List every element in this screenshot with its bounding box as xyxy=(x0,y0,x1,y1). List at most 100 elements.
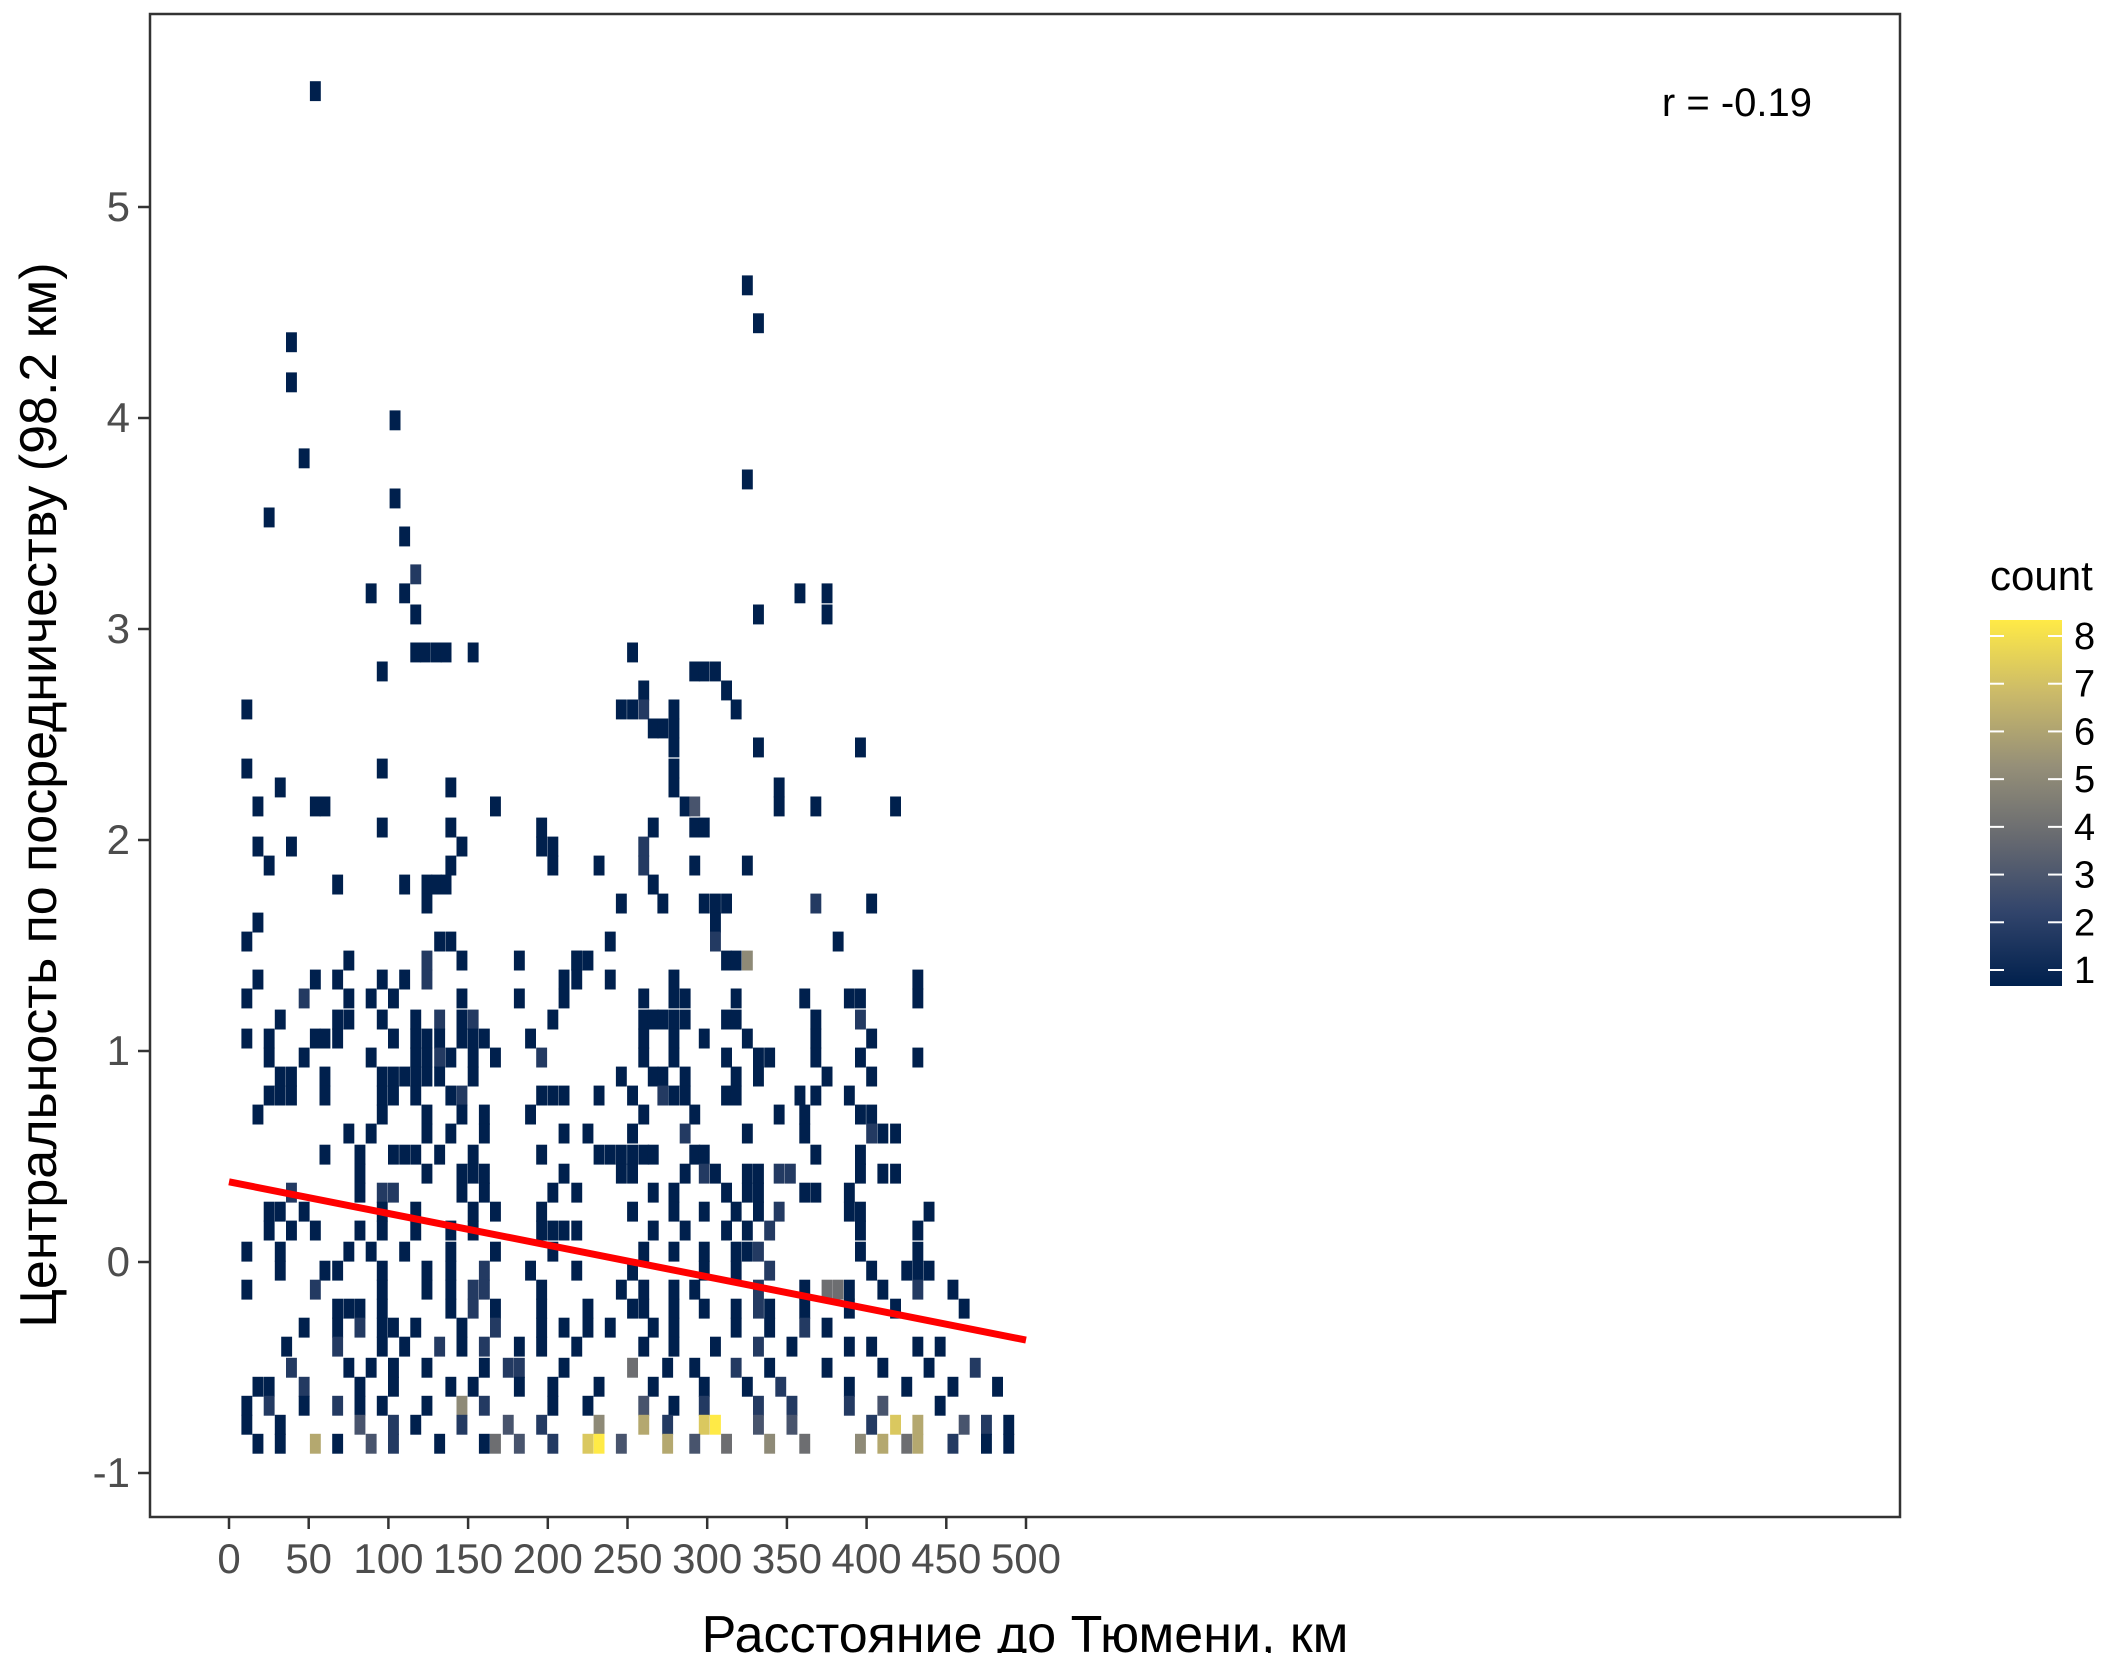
heatmap-cell xyxy=(593,1376,605,1397)
heatmap-cell xyxy=(410,1414,422,1435)
heatmap-cell xyxy=(638,1028,650,1049)
heatmap-cell xyxy=(753,1336,764,1357)
heatmap-cell xyxy=(764,1433,776,1454)
heatmap-cell xyxy=(365,988,377,1009)
heatmap-cell xyxy=(354,1317,366,1338)
heatmap-cell xyxy=(890,796,901,817)
heatmap-cell xyxy=(241,988,253,1009)
heatmap-cell xyxy=(354,1144,366,1165)
heatmap-cell xyxy=(912,1433,924,1454)
heatmap-cell xyxy=(638,1298,650,1319)
heatmap-cell xyxy=(741,469,753,490)
heatmap-cell xyxy=(855,1433,866,1454)
heatmap-cell xyxy=(547,1085,559,1106)
heatmap-cell xyxy=(657,1009,669,1030)
legend: count 1 2 3 4 5 6 7 8 xyxy=(1990,552,2095,992)
heatmap-cell xyxy=(502,1414,514,1435)
heatmap-cell xyxy=(456,1395,468,1416)
x-tick-label: 50 xyxy=(285,1535,332,1582)
heatmap-cell xyxy=(947,1279,959,1300)
heatmap-cell xyxy=(679,1009,691,1030)
heatmap-cell xyxy=(784,1163,796,1184)
heatmap-cell xyxy=(647,1009,659,1030)
heatmap-cell xyxy=(615,1163,627,1184)
heatmap-cell xyxy=(421,1279,433,1300)
heatmap-cell xyxy=(593,1433,605,1454)
heatmap-cell xyxy=(753,737,764,758)
heatmap-cell xyxy=(698,1395,710,1416)
heatmap-cell xyxy=(399,1144,411,1165)
heatmap-cell xyxy=(241,931,253,952)
heatmap-cell xyxy=(912,1336,924,1357)
heatmap-cell xyxy=(399,1066,411,1087)
heatmap-cell xyxy=(730,699,742,720)
heatmap-cell xyxy=(558,1085,570,1106)
heatmap-cell xyxy=(593,855,605,876)
legend-tick-label: 3 xyxy=(2074,855,2095,897)
heatmap-cell xyxy=(698,1028,710,1049)
heatmap-cell xyxy=(558,969,570,990)
heatmap-cell xyxy=(877,1123,889,1144)
heatmap-cell xyxy=(668,699,680,720)
heatmap-cell xyxy=(1003,1414,1015,1435)
heatmap-cell xyxy=(647,1182,659,1203)
heatmap-cell xyxy=(668,1298,680,1319)
heatmap-cell xyxy=(647,1220,659,1241)
heatmap-cell xyxy=(410,604,422,625)
heatmap-cell xyxy=(855,1144,866,1165)
heatmap-cell xyxy=(638,836,650,857)
heatmap-cell xyxy=(730,1260,742,1281)
heatmap-cell xyxy=(821,1317,833,1338)
heatmap-cell xyxy=(810,1182,822,1203)
heatmap-cell xyxy=(558,1163,570,1184)
heatmap-cell xyxy=(445,1260,457,1281)
heatmap-cell xyxy=(354,1182,366,1203)
heatmap-cell xyxy=(668,758,680,779)
heatmap-cell xyxy=(399,969,411,990)
x-tick-label: 0 xyxy=(217,1535,240,1582)
heatmap-cell xyxy=(513,988,525,1009)
heatmap-cell xyxy=(992,1376,1003,1397)
heatmap-cell xyxy=(536,1085,548,1106)
heatmap-cell xyxy=(263,1376,275,1397)
heatmap-cell xyxy=(252,912,264,933)
heatmap-cell xyxy=(638,1336,650,1357)
heatmap-cell xyxy=(332,1298,344,1319)
heatmap-cell xyxy=(421,969,433,990)
heatmap-cell xyxy=(478,1357,490,1378)
annotation-r: r = -0.19 xyxy=(1662,81,1812,125)
heatmap-cell xyxy=(365,583,377,604)
heatmap-cell xyxy=(668,718,680,739)
heatmap-cell xyxy=(741,1182,753,1203)
heatmap-cell xyxy=(901,1376,913,1397)
heatmap-cell xyxy=(764,1317,776,1338)
heatmap-cell xyxy=(241,1414,253,1435)
heatmap-cell xyxy=(440,874,452,895)
heatmap-cell xyxy=(490,1298,501,1319)
heatmap-cell xyxy=(252,1104,264,1125)
heatmap-cell xyxy=(698,1298,710,1319)
heatmap-cell xyxy=(582,1123,594,1144)
heatmap-cell xyxy=(843,988,855,1009)
heatmap-cell xyxy=(547,1395,559,1416)
heatmap-cell xyxy=(547,1009,559,1030)
heatmap-cell xyxy=(431,874,442,895)
heatmap-cell xyxy=(799,1433,811,1454)
x-tick-label: 400 xyxy=(832,1535,902,1582)
heatmap-cell xyxy=(571,1182,583,1203)
legend-tick-label: 7 xyxy=(2074,664,2095,706)
heatmap-cell xyxy=(410,564,422,585)
heatmap-cell xyxy=(855,1047,866,1068)
heatmap-cell xyxy=(410,642,422,663)
heatmap-cell xyxy=(923,1260,935,1281)
heatmap-cell xyxy=(376,1317,388,1338)
heatmap-cell xyxy=(421,1066,433,1087)
heatmap-cell xyxy=(647,874,659,895)
heatmap-cell xyxy=(332,1317,344,1338)
heatmap-cell xyxy=(241,758,253,779)
heatmap-cell xyxy=(365,1433,377,1454)
heatmap-cell xyxy=(810,1085,822,1106)
heatmap-cell xyxy=(399,1241,411,1262)
x-tick-label: 500 xyxy=(991,1535,1061,1582)
heatmap-cell xyxy=(388,1433,399,1454)
